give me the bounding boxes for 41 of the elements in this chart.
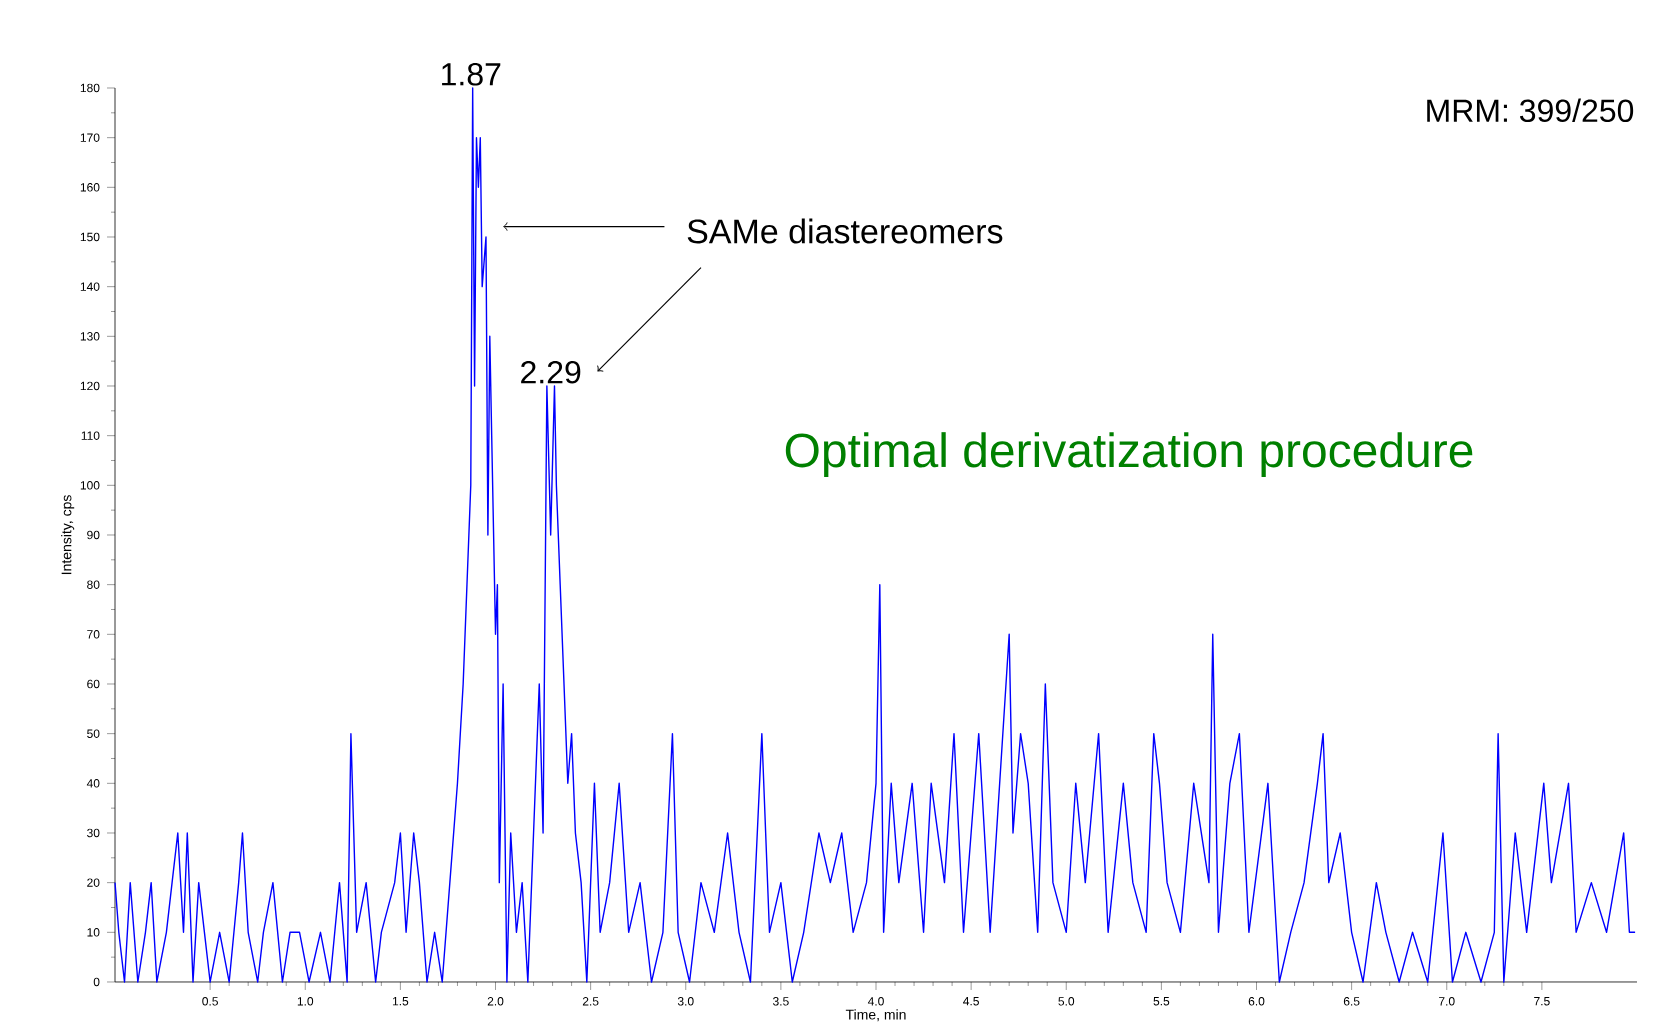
x-tick-label: 1.5 (392, 997, 409, 1006)
x-tick-label: 3.5 (773, 997, 789, 1006)
y-tick-label: 10 (87, 928, 100, 937)
y-tick-label: 40 (86, 779, 100, 788)
x-tick-label: 5.5 (1153, 997, 1170, 1006)
y-tick-label: 50 (87, 729, 100, 738)
y-tick-label: 170 (80, 133, 100, 142)
x-tick-label: 3.0 (677, 997, 694, 1006)
annotation: 2.29 (521, 360, 581, 384)
x-tick-label: 7.0 (1439, 997, 1455, 1006)
y-tick-label: 70 (87, 630, 100, 639)
y-tick-label: 60 (87, 679, 100, 689)
x-tick-label: 6.5 (1343, 997, 1360, 1006)
x-tick-label: 6.0 (1248, 997, 1265, 1006)
annotation: Optimal derivatization procedure (785, 432, 1473, 477)
x-tick-label: 1.0 (297, 997, 314, 1006)
annotation: SAMe diastereomers (687, 218, 1003, 244)
annotation: 1.87 (442, 62, 501, 86)
x-tick-label: 2.5 (582, 997, 599, 1006)
x-tick-label: 2.0 (487, 997, 504, 1006)
y-tick-label: 120 (80, 381, 100, 391)
y-tick-label: 20 (87, 878, 100, 887)
y-tick-label: 180 (80, 83, 100, 93)
annotation: MRM: 399/250 (1427, 98, 1634, 123)
x-tick-label: 4.5 (963, 997, 979, 1006)
y-tick-label: 110 (81, 431, 100, 440)
y-tick-label: 150 (80, 232, 100, 242)
y-tick-label: 140 (80, 282, 100, 291)
y-tick-label: 80 (87, 580, 100, 589)
y-tick-label: 30 (87, 828, 100, 838)
y-tick-label: 0 (93, 977, 100, 987)
x-tick-label: 5.0 (1058, 997, 1075, 1006)
y-tick-label: 90 (87, 530, 100, 540)
y-tick-label: 130 (80, 332, 100, 341)
x-tick-label: 7.5 (1534, 997, 1550, 1006)
y-tick-label: 100 (80, 481, 100, 490)
y-axis-title: Intensity, cps (61, 495, 75, 575)
x-tick-label: 0.5 (202, 997, 218, 1006)
x-axis-title: Time, min (845, 1009, 906, 1022)
y-tick-label: 160 (80, 183, 100, 192)
x-tick-label: 4.0 (867, 997, 884, 1006)
